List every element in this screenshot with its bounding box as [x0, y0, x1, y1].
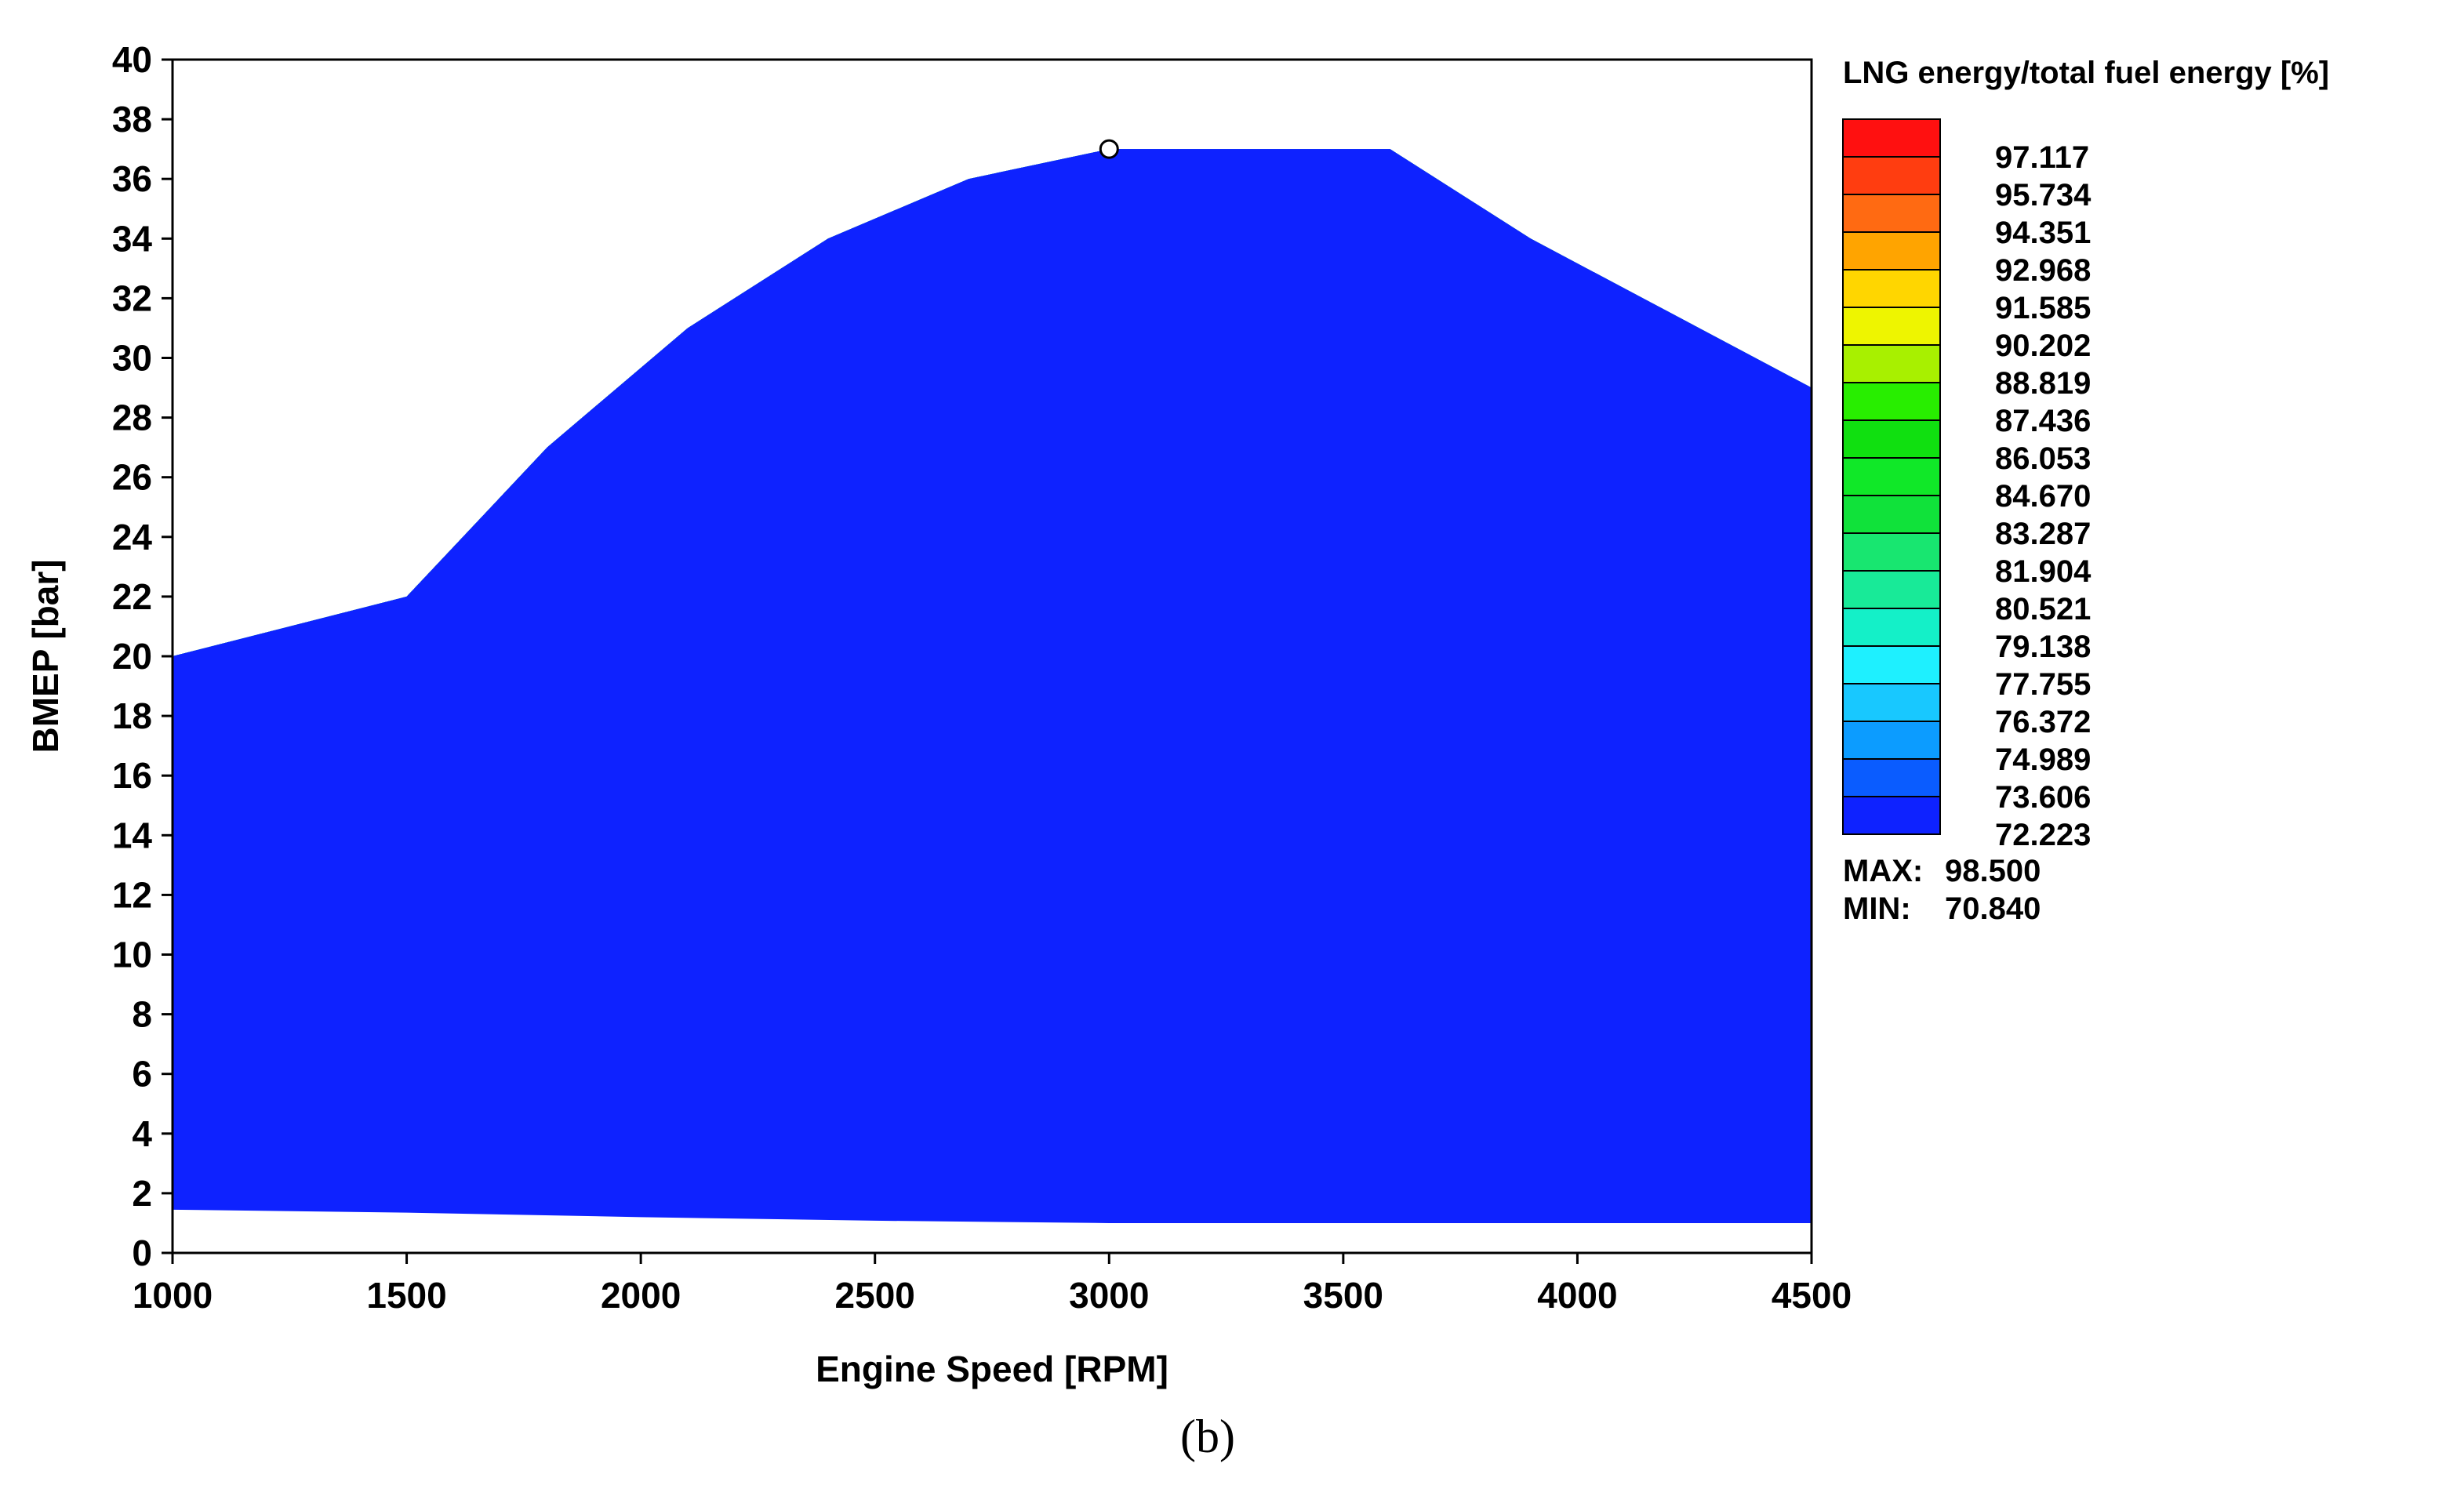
legend-swatch — [1842, 118, 1941, 158]
legend-swatch — [1842, 608, 1941, 647]
max-label: MAX: — [1843, 854, 1923, 888]
y-tick-label: 2 — [132, 1173, 152, 1214]
y-tick-label: 36 — [112, 158, 152, 199]
legend-swatch — [1842, 796, 1941, 835]
y-tick-label: 6 — [132, 1054, 152, 1095]
legend-swatch — [1842, 382, 1941, 421]
contour-band-0 — [173, 0, 1812, 60]
y-tick-label: 14 — [112, 815, 153, 855]
legend-label: 80.521 — [1995, 592, 2091, 626]
y-tick-label: 4 — [132, 1113, 152, 1154]
y-tick-label: 38 — [112, 99, 152, 140]
y-axis-title: BMEP [bar] — [25, 559, 66, 753]
y-tick-label: 0 — [132, 1233, 152, 1273]
legend-swatch — [1842, 532, 1941, 572]
legend-swatch — [1842, 156, 1941, 195]
legend-label: 83.287 — [1995, 517, 2091, 551]
y-tick-label: 20 — [112, 636, 152, 677]
x-tick-label: 4500 — [1772, 1275, 1852, 1316]
y-tick-label: 8 — [132, 994, 152, 1035]
legend-label: 88.819 — [1995, 366, 2091, 401]
legend-title: LNG energy/total fuel energy [%] — [1843, 56, 2329, 90]
y-tick-label: 22 — [112, 576, 152, 617]
x-tick-label: 3000 — [1069, 1275, 1149, 1316]
legend-label: 86.053 — [1995, 441, 2091, 476]
y-tick-label: 40 — [112, 39, 152, 80]
legend-swatch — [1842, 645, 1941, 684]
legend-label: 77.755 — [1995, 667, 2091, 702]
legend-swatch — [1842, 194, 1941, 233]
legend-label: 81.904 — [1995, 554, 2091, 589]
y-tick-label: 24 — [112, 517, 153, 557]
y-tick-label: 10 — [112, 935, 152, 975]
y-tick-label: 18 — [112, 695, 152, 736]
legend-swatch — [1842, 419, 1941, 459]
y-tick-label: 16 — [112, 755, 152, 796]
legend-swatch — [1842, 570, 1941, 609]
legend-label: 74.989 — [1995, 742, 2091, 777]
x-axis-title: Engine Speed [RPM] — [816, 1349, 1168, 1389]
max-point-marker — [1099, 139, 1119, 159]
legend-label: 92.968 — [1995, 253, 2091, 288]
legend-label: 79.138 — [1995, 630, 2091, 664]
figure-caption: (b) — [1180, 1411, 1235, 1462]
legend-label: 95.734 — [1995, 178, 2091, 212]
y-tick-label: 30 — [112, 338, 152, 379]
legend-label: 84.670 — [1995, 479, 2091, 514]
legend-label: 90.202 — [1995, 329, 2091, 363]
x-tick-label: 2000 — [601, 1275, 681, 1316]
y-tick-label: 26 — [112, 457, 152, 498]
y-tick-label: 32 — [112, 278, 152, 318]
legend-swatch — [1842, 269, 1941, 308]
legend-swatch — [1842, 457, 1941, 496]
min-value: 70.840 — [1945, 891, 2041, 926]
x-tick-label: 2500 — [835, 1275, 915, 1316]
x-tick-label: 1500 — [366, 1275, 446, 1316]
legend-swatch — [1842, 307, 1941, 346]
y-tick-label: 28 — [112, 398, 152, 438]
legend-swatch — [1842, 683, 1941, 722]
legend-swatch — [1842, 721, 1941, 760]
legend-swatch — [1842, 344, 1941, 383]
min-label: MIN: — [1843, 891, 1911, 926]
legend-swatch — [1842, 231, 1941, 270]
x-tick-label: 4000 — [1537, 1275, 1617, 1316]
legend-label: 94.351 — [1995, 216, 2091, 250]
legend-swatch — [1842, 758, 1941, 797]
y-tick-label: 34 — [112, 218, 153, 259]
y-tick-label: 12 — [112, 874, 152, 915]
legend-label: 87.436 — [1995, 404, 2091, 438]
tick-labels: 1000 1500 2000 2500 3000 3500 4000 450002468101… — [112, 39, 1852, 1316]
x-tick-label: 3500 — [1303, 1275, 1383, 1316]
max-value: 98.500 — [1945, 854, 2041, 888]
legend-swatch — [1842, 495, 1941, 534]
legend-label: 91.585 — [1995, 291, 2091, 325]
legend-label: 97.117 — [1995, 140, 2089, 175]
x-tick-label: 1000 — [133, 1275, 213, 1316]
legend-label: 72.223 — [1995, 818, 2091, 852]
legend-label: 76.372 — [1995, 705, 2091, 739]
legend-label: 73.606 — [1995, 780, 2091, 815]
